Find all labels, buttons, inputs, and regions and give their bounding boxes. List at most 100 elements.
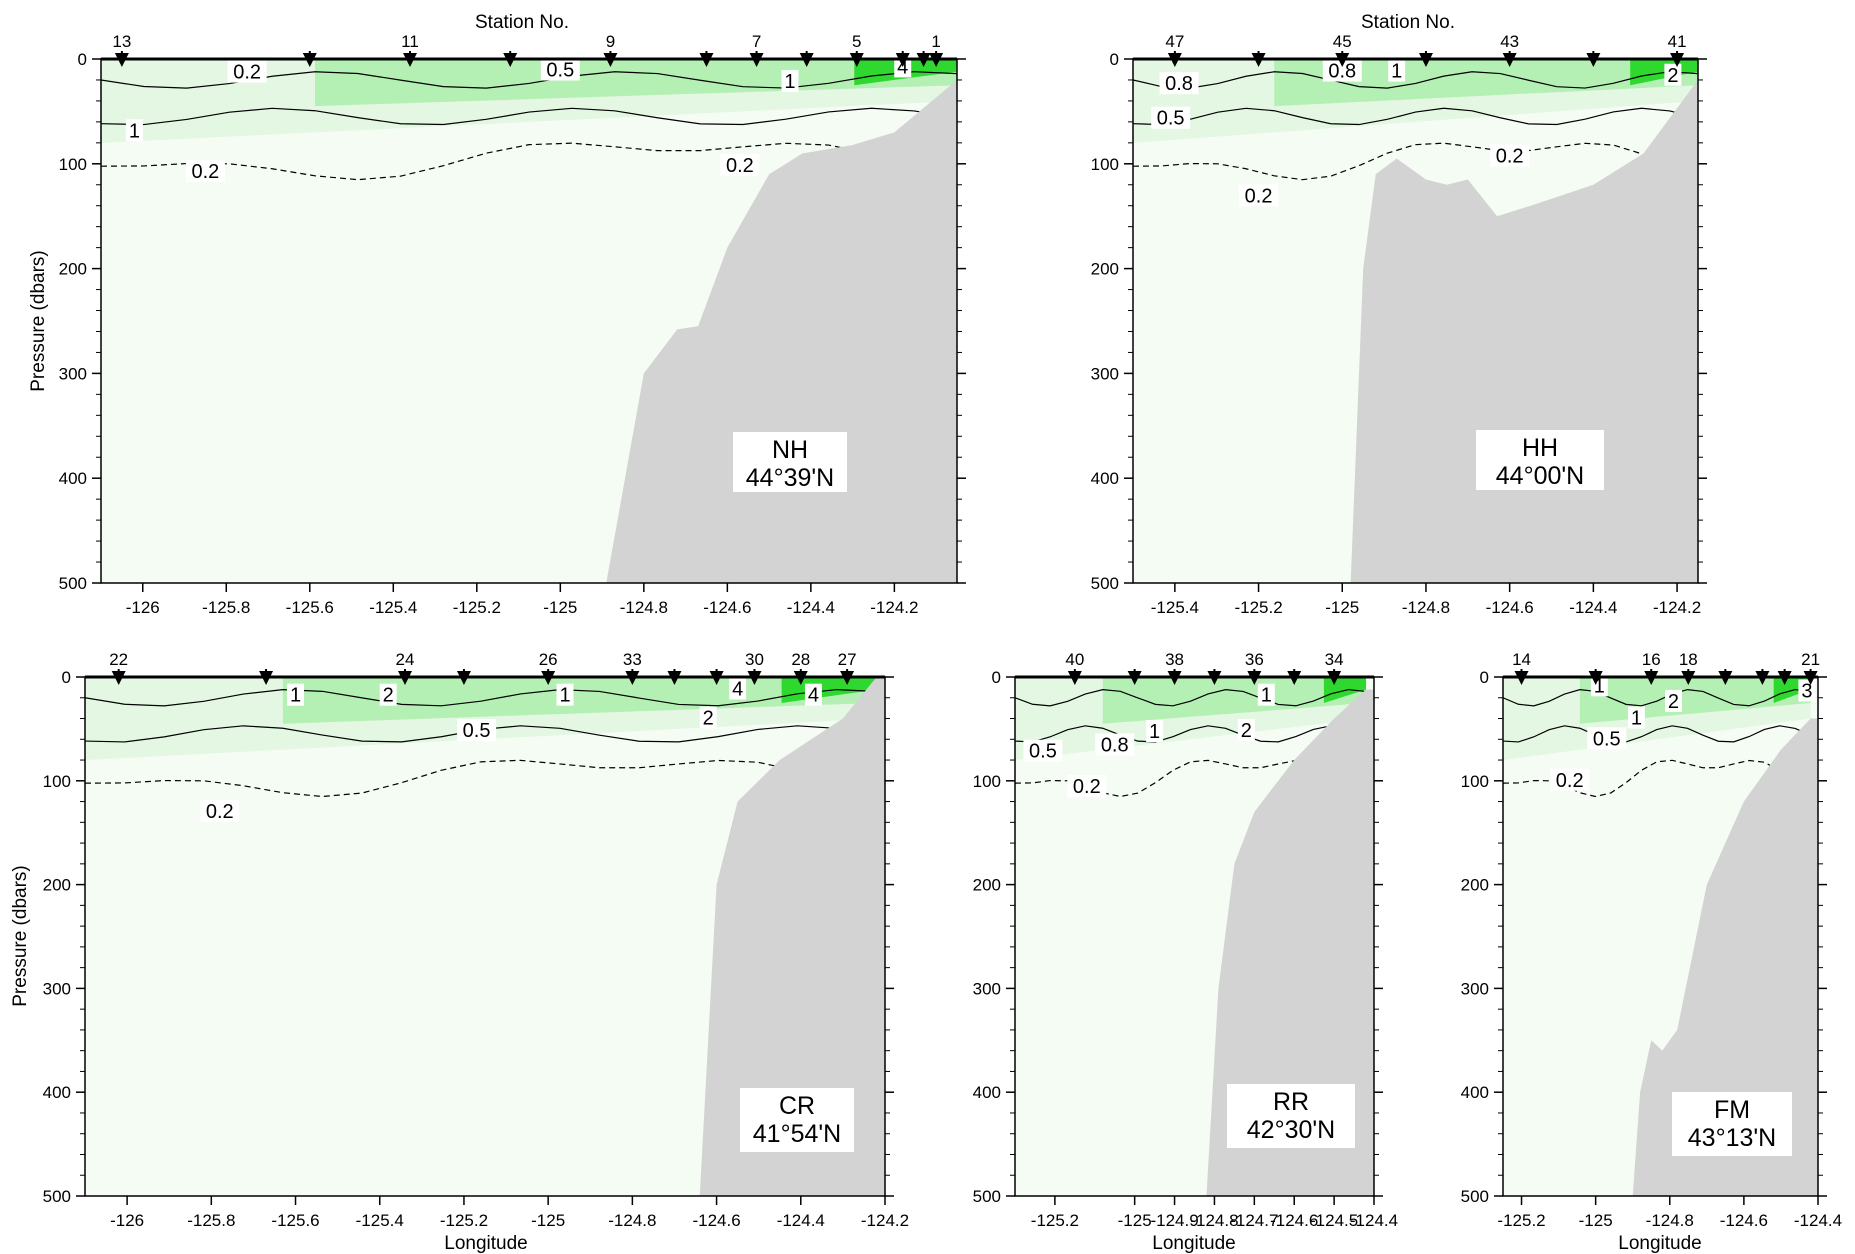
nh-contour-line xyxy=(101,142,957,181)
fm-section-name: FM xyxy=(1714,1096,1750,1124)
nh-y-tick-label: 300 xyxy=(59,364,87,383)
hh-station-marker xyxy=(1670,53,1685,67)
fm-x-tick-label: -125.2 xyxy=(1497,1211,1545,1230)
rr-station-marker xyxy=(1067,671,1082,685)
nh-station-marker xyxy=(849,53,864,67)
hh-contour-label: 0.2 xyxy=(1496,145,1524,167)
cr-contour-label-bg xyxy=(699,706,717,729)
rr-x-tick-label: -124.4 xyxy=(1350,1211,1398,1230)
hh-contour-label: 1 xyxy=(1391,61,1402,83)
hh-section-name: HH xyxy=(1522,434,1558,462)
fm-contour-label: 1 xyxy=(1594,675,1605,697)
fm-plot-area: 1 2 3 1 0.5 0.2 xyxy=(1503,675,1818,1196)
hh-chlorophyll-band-mid xyxy=(1274,59,1698,107)
nh-station-label: 13 xyxy=(112,32,131,51)
cr-y-tick-label: 200 xyxy=(43,876,71,895)
fm-station-marker xyxy=(1644,671,1659,685)
cr-contour-line xyxy=(85,688,877,707)
rr-contour-label: 2 xyxy=(1241,720,1252,742)
fm-contour-label: 3 xyxy=(1801,681,1812,703)
rr-contour-line xyxy=(1015,688,1367,707)
cr-contour-line xyxy=(85,759,877,798)
cr-station-label: 22 xyxy=(109,650,128,669)
fm-station-marker xyxy=(1514,671,1529,685)
nh-station-marker xyxy=(749,53,764,67)
cr-x-tick-label: -124.4 xyxy=(777,1211,825,1230)
rr-contour-label-bg xyxy=(1237,718,1255,741)
hh-station-label: 43 xyxy=(1500,32,1519,51)
hh-contour-label-bg xyxy=(1151,106,1191,129)
hh-plot-area: 0.8 0.8 1 2 0.5 0.2 0.2 xyxy=(1133,59,1698,583)
nh-x-tick-label: -125.4 xyxy=(369,598,417,617)
cr-station-label: 30 xyxy=(745,650,764,669)
rr-contour-line xyxy=(1015,725,1367,743)
nh-station-marker xyxy=(402,53,417,67)
nh-contour-label: 4 xyxy=(897,56,908,78)
x-axis-title-cr: Longitude xyxy=(444,1233,527,1254)
cr-station-label: 27 xyxy=(838,650,857,669)
rr-section-latitude: 42°30'N xyxy=(1247,1116,1335,1144)
nh-station-label: 11 xyxy=(401,32,419,51)
cr-station-label: 33 xyxy=(623,650,642,669)
top-axis-title-nh: Station No. xyxy=(475,12,569,33)
hh-contour-label: 0.8 xyxy=(1328,61,1356,83)
nh-contour-label-bg xyxy=(227,60,267,83)
fm-contour-line xyxy=(1503,725,1811,743)
cr-station-marker xyxy=(667,671,682,685)
hh-y-tick-label: 500 xyxy=(1091,574,1119,593)
hh-section-latitude: 44°00'N xyxy=(1496,462,1584,490)
fm-contour-label: 2 xyxy=(1668,691,1679,713)
nh-x-tick-label: -125 xyxy=(543,598,577,617)
nh-station-marker xyxy=(302,53,317,67)
rr-contour-label-bg xyxy=(1067,775,1107,798)
hh-station-marker xyxy=(1502,53,1517,67)
fm-contour-label-bg xyxy=(1664,689,1682,712)
nh-y-tick-label: 200 xyxy=(59,260,87,279)
rr-y-tick-label: 300 xyxy=(973,979,1001,998)
fm-station-label: 21 xyxy=(1801,650,1820,669)
cr-plot-area: 1 2 1 4 4 0.5 2 0.2 xyxy=(85,677,885,1196)
nh-contour-line xyxy=(101,107,957,126)
fm-station-marker xyxy=(1803,671,1818,685)
cr-contour-label: 4 xyxy=(732,678,743,700)
rr-section-label-box xyxy=(1227,1084,1355,1148)
nh-station-label: 9 xyxy=(606,32,615,51)
nh-plot-area: 0.2 0.5 1 4 1 0.2 0.2 xyxy=(101,56,957,583)
hh-x-tick-label: -124.2 xyxy=(1653,598,1701,617)
nh-x-tick-label: -124.2 xyxy=(870,598,918,617)
fm-contour-label: 0.2 xyxy=(1556,770,1584,792)
rr-contour-label-bg xyxy=(1257,683,1275,706)
cr-contour-label: 0.5 xyxy=(463,720,491,742)
nh-contour-label: 0.2 xyxy=(191,161,219,183)
y-axis-title-top: Pressure (dbars) xyxy=(28,250,49,392)
cr-station-label: 28 xyxy=(791,650,810,669)
nh-x-tick-label: -124.6 xyxy=(703,598,751,617)
fm-station-marker xyxy=(1755,671,1770,685)
rr-station-label: 36 xyxy=(1245,650,1264,669)
rr-station-marker xyxy=(1207,671,1222,685)
rr-x-tick-label: -125 xyxy=(1118,1211,1152,1230)
hh-contour-label: 0.8 xyxy=(1165,73,1193,95)
hh-x-tick-label: -124.8 xyxy=(1402,598,1450,617)
cr-station-marker xyxy=(111,671,126,685)
hh-section-label-box xyxy=(1476,430,1604,490)
rr-y-tick-label: 500 xyxy=(973,1187,1001,1206)
fm-x-tick-label: -124.6 xyxy=(1720,1211,1768,1230)
cr-y-tick-label: 400 xyxy=(43,1083,71,1102)
cr-x-tick-label: -124.6 xyxy=(692,1211,740,1230)
fm-y-tick-label: 500 xyxy=(1461,1187,1489,1206)
cr-contour-label-bg xyxy=(379,683,397,706)
cr-contour-label-bg xyxy=(556,683,574,706)
rr-y-tick-label: 400 xyxy=(973,1083,1001,1102)
cr-station-label: 26 xyxy=(539,650,558,669)
hh-station-marker xyxy=(1167,53,1182,67)
cr-contour-label: 0.2 xyxy=(206,801,234,823)
fm-contour-label-bg xyxy=(1798,679,1816,702)
rr-chlorophyll-band-mid xyxy=(1102,677,1367,724)
hh-station-marker xyxy=(1335,53,1350,67)
hh-contour-label: 0.5 xyxy=(1157,108,1185,130)
cr-y-tick-label: 100 xyxy=(43,772,71,791)
nh-y-tick-label: 500 xyxy=(59,574,87,593)
cr-station-marker xyxy=(840,671,855,685)
